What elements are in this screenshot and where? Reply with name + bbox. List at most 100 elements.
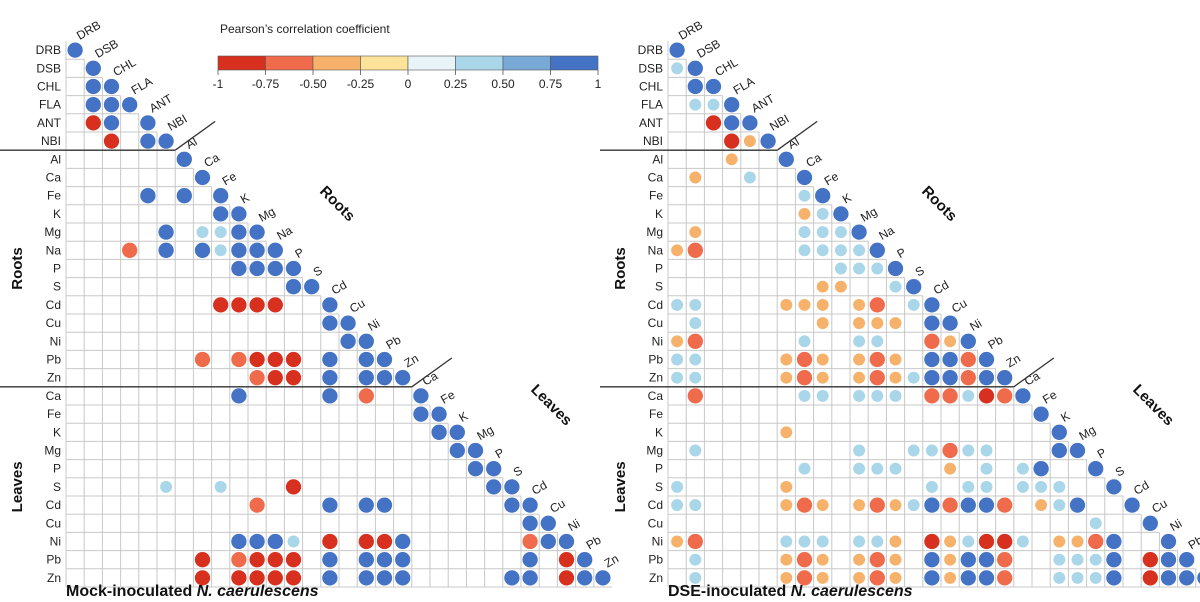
diagonal-label-chl: CHL — [111, 55, 139, 79]
row-label-k: K — [655, 425, 663, 439]
correlation-circle — [267, 260, 283, 277]
row-label-mg: Mg — [646, 444, 663, 458]
correlation-circle — [231, 242, 247, 258]
correlation-circle — [467, 461, 484, 477]
correlation-circle — [816, 535, 829, 548]
diagonal-label-mg: Mg — [858, 204, 879, 224]
diagonal-label-fe: Fe — [438, 387, 457, 406]
correlation-circle — [140, 133, 156, 149]
legend-color-swatch — [265, 55, 314, 71]
correlation-circle — [889, 499, 902, 512]
diagonal-label-s: S — [311, 263, 325, 279]
row-label-s: S — [655, 280, 663, 294]
correlation-circle — [907, 499, 920, 512]
diagonal-label-na: Na — [876, 223, 897, 243]
correlation-circle — [1016, 462, 1029, 475]
correlation-circle — [925, 480, 938, 493]
correlation-circle — [798, 226, 811, 239]
correlation-circle — [322, 533, 338, 550]
correlation-circle — [1106, 552, 1122, 568]
diagonal-label-fe: Fe — [1040, 387, 1059, 406]
correlation-circle — [249, 570, 265, 586]
correlation-circle — [687, 78, 703, 95]
diagonal-circle — [1088, 461, 1104, 477]
group-separator — [776, 120, 818, 151]
row-label-nbi: NBI — [41, 134, 61, 148]
correlation-circle — [780, 553, 793, 566]
diagonal-label-nbi: NBI — [165, 112, 189, 134]
correlation-circle — [798, 335, 811, 348]
correlation-circle — [1142, 552, 1158, 568]
correlation-circle — [889, 353, 902, 366]
correlation-circle — [907, 444, 920, 457]
row-label-ni: Ni — [652, 334, 663, 348]
diagonal-label-chl: CHL — [713, 55, 741, 79]
diagonal-circle — [1197, 572, 1200, 584]
correlation-circle — [978, 533, 995, 550]
correlation-circle — [395, 570, 411, 586]
correlation-circle — [687, 333, 703, 349]
correlation-circle — [504, 497, 520, 513]
correlation-circle — [285, 351, 302, 368]
row-label-fla: FLA — [641, 98, 663, 112]
correlation-circle — [871, 462, 884, 475]
correlation-circle — [671, 353, 684, 366]
correlation-circle — [322, 351, 338, 368]
diagonal-circle — [906, 279, 922, 295]
correlation-circle — [924, 552, 940, 568]
row-label-pb: Pb — [648, 553, 663, 567]
diagonal-label-p: P — [895, 245, 909, 261]
correlation-circle — [158, 224, 174, 240]
row-label-ant: ANT — [37, 116, 62, 130]
correlation-circle — [907, 371, 920, 384]
diagonal-circle — [833, 206, 849, 222]
correlation-circle — [689, 444, 702, 457]
diagonal-label-s: S — [511, 463, 525, 479]
correlation-circle — [449, 442, 465, 459]
diagonal-label-s: S — [913, 263, 927, 279]
correlation-circle — [1051, 442, 1067, 459]
correlation-circle — [267, 297, 283, 313]
diagonal-circle — [887, 260, 904, 277]
correlation-circle — [340, 333, 356, 349]
correlation-circle — [267, 351, 283, 368]
correlation-circle — [358, 497, 374, 513]
row-label-zn: Zn — [47, 371, 61, 385]
diagonal-circle — [1124, 497, 1140, 513]
row-label-pb: Pb — [46, 553, 61, 567]
correlation-circle — [376, 570, 393, 586]
row-label-cd: Cd — [648, 498, 663, 512]
dse-correlation-panel: DRBDSBCHLFLAANTNBIAlCaFeKMgNaPSCdCuNiPbZ… — [600, 18, 1200, 588]
group-label-leaves-diagonal: Leaves — [527, 381, 575, 429]
correlation-circle — [322, 570, 338, 586]
diagonal-circle — [122, 97, 138, 113]
legend-color-swatch — [550, 55, 599, 71]
diagonal-circle — [140, 115, 156, 131]
correlation-circle — [671, 62, 684, 75]
diagonal-circle — [742, 115, 758, 131]
correlation-circle — [942, 370, 958, 386]
correlation-circle — [689, 499, 702, 512]
correlation-circle — [322, 552, 338, 568]
diagonal-circle — [1069, 442, 1086, 459]
legend-tick-label: -0.75 — [252, 77, 280, 91]
correlation-circle — [285, 479, 302, 495]
correlation-circle — [853, 298, 866, 311]
diagonal-circle — [267, 242, 283, 258]
row-label-al: Al — [652, 152, 663, 166]
correlation-circle — [960, 370, 976, 386]
diagonal-label-ni: Ni — [967, 316, 984, 334]
correlation-circle — [743, 135, 756, 148]
correlation-circle — [322, 497, 338, 513]
group-separator — [411, 357, 453, 388]
correlation-circle — [816, 571, 829, 584]
diagonal-circle — [558, 533, 575, 550]
correlation-circle — [816, 553, 829, 566]
correlation-circle — [213, 297, 229, 313]
diagonal-circle — [431, 406, 447, 422]
correlation-circle — [522, 533, 538, 550]
correlation-circle — [322, 315, 338, 331]
diagonal-label-drb: DRB — [74, 18, 103, 43]
correlation-circle — [194, 552, 211, 568]
diagonal-label-cd: Cd — [329, 278, 349, 298]
